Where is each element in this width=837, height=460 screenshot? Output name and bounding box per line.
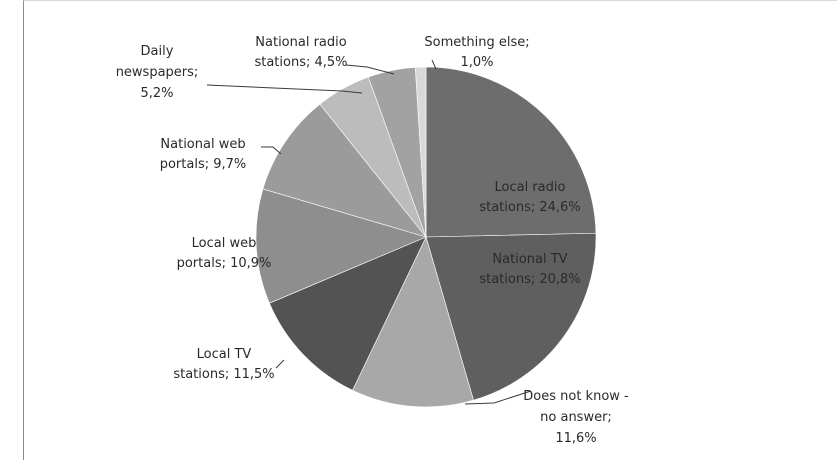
leader-line-6 xyxy=(261,146,282,155)
slice-label-line: Daily xyxy=(141,44,174,59)
pie-slice-1 xyxy=(425,66,597,238)
slice-label-line: newspapers; xyxy=(116,65,199,80)
leader-line-8 xyxy=(345,64,395,75)
pie-slice-9 xyxy=(414,66,427,238)
slice-label-7: Daily newspapers; 5,2% xyxy=(116,44,199,101)
slice-label-line: National web xyxy=(160,137,245,152)
slice-label-line: stations; 4,5% xyxy=(254,55,347,70)
slice-label-line: stations; 24,6% xyxy=(479,200,580,215)
slice-label-line: stations; 20,8% xyxy=(479,272,580,287)
slice-label-line: National TV xyxy=(492,252,567,267)
pie-slice-3 xyxy=(352,236,474,408)
slice-label-5: Local web portals; 10,9% xyxy=(177,236,272,271)
pie-slice-2 xyxy=(425,232,597,401)
leader-line-7 xyxy=(206,84,363,94)
pie-slice-6 xyxy=(262,103,427,238)
slice-label-line: Local TV xyxy=(197,347,252,362)
slice-label-line: portals; 9,7% xyxy=(160,157,247,172)
slice-label-line: 1,0% xyxy=(460,55,493,70)
slice-label-line: no answer; xyxy=(540,410,612,425)
slice-label-line: Local web xyxy=(192,236,257,251)
slice-label-9: Something else; 1,0% xyxy=(424,35,529,70)
slice-label-line: portals; 10,9% xyxy=(177,256,272,271)
slice-label-3: Does not know - no answer; 11,6% xyxy=(523,389,629,446)
slice-label-2: National TV stations; 20,8% xyxy=(479,252,580,287)
chart-frame: Local radio stations; 24,6% National TV sta… xyxy=(23,0,837,460)
slice-label-4: Local TV stations; 11,5% xyxy=(173,347,274,382)
pie-slice-4 xyxy=(269,236,427,391)
slice-label-line: Local radio xyxy=(495,180,566,195)
slice-label-line: 11,6% xyxy=(555,431,596,446)
slice-label-line: 5,2% xyxy=(140,86,173,101)
slice-label-6: National web portals; 9,7% xyxy=(160,137,247,172)
slice-label-1: Local radio stations; 24,6% xyxy=(479,180,580,215)
slice-label-line: Does not know - xyxy=(523,389,629,404)
leader-line-3 xyxy=(464,390,532,405)
leader-line-9 xyxy=(431,59,437,70)
slice-label-line: stations; 11,5% xyxy=(173,367,274,382)
pie-slice-5 xyxy=(255,188,427,304)
slice-label-8: National radio stations; 4,5% xyxy=(254,35,347,70)
slice-label-line: Something else; xyxy=(424,35,529,50)
pie-slices xyxy=(255,66,597,408)
slice-labels: Local radio stations; 24,6% National TV sta… xyxy=(116,35,629,446)
pie-chart: Local radio stations; 24,6% National TV sta… xyxy=(116,35,629,446)
slice-label-line: National radio xyxy=(255,35,346,50)
leader-lines xyxy=(206,59,532,405)
leader-line-4 xyxy=(275,359,285,369)
